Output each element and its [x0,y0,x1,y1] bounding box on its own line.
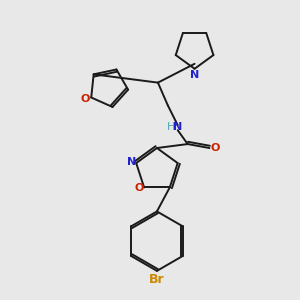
Text: O: O [211,143,220,153]
Text: H: H [167,122,175,132]
Text: N: N [173,122,182,132]
Text: N: N [190,70,199,80]
Text: N: N [127,157,136,167]
Text: O: O [134,183,144,194]
Text: Br: Br [149,273,165,286]
Text: O: O [81,94,90,104]
